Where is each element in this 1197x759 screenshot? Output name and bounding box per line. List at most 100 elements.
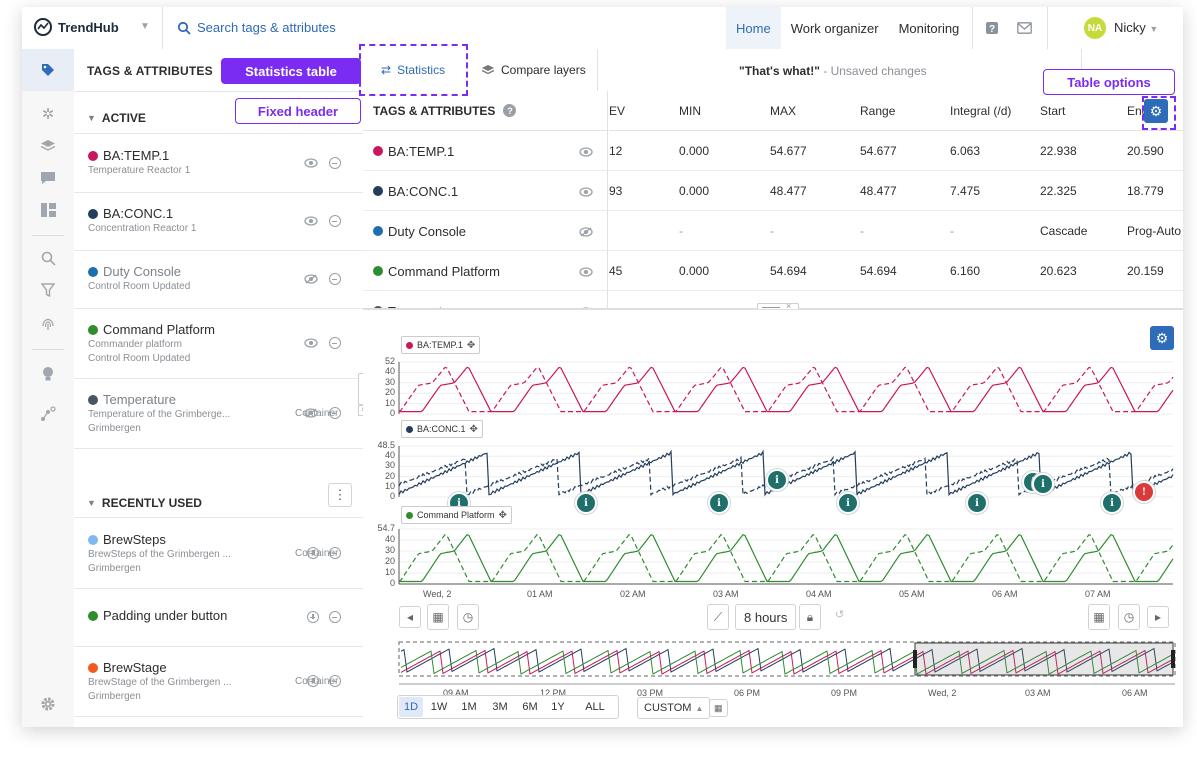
nav-work-organizer[interactable]: Work organizer: [790, 20, 879, 36]
column-header[interactable]: Integral (/d): [940, 91, 1030, 131]
info-annotation-icon[interactable]: i: [575, 492, 597, 514]
eye-off-icon[interactable]: [579, 226, 593, 240]
info-annotation-icon[interactable]: i: [837, 492, 859, 514]
eye-icon[interactable]: [304, 214, 318, 228]
tag-item[interactable]: Command Platform Commander platform Contro…: [74, 308, 363, 379]
remove-tag-icon[interactable]: [328, 610, 342, 624]
lane-chip[interactable]: Command Platform ✥: [401, 506, 512, 524]
pan-left-button[interactable]: ◂: [399, 606, 421, 628]
eye-icon[interactable]: [579, 266, 593, 280]
remove-tag-icon[interactable]: [328, 272, 342, 286]
end-date-button[interactable]: ▦: [1088, 604, 1110, 630]
move-icon[interactable]: ✥: [466, 339, 476, 351]
lane-chip[interactable]: BA:TEMP.1 ✥: [401, 336, 481, 354]
remove-tag-icon[interactable]: [328, 336, 342, 350]
search-icon[interactable]: [35, 245, 61, 271]
move-icon[interactable]: ✥: [469, 423, 478, 435]
tab-compare-layers[interactable]: Compare layers: [481, 49, 586, 91]
eye-icon[interactable]: [579, 146, 593, 160]
workflow-icon[interactable]: [35, 401, 61, 427]
table-row-label[interactable]: BA:CONC.1: [373, 171, 603, 211]
history-icon[interactable]: ↺: [835, 609, 845, 621]
table-row-label[interactable]: Command Platform: [373, 251, 603, 291]
dashboard-icon[interactable]: [35, 197, 61, 223]
search-input[interactable]: Search tags & attributes: [177, 20, 336, 35]
custom-range-button[interactable]: CUSTOM ▲: [637, 697, 711, 719]
range-button-3m[interactable]: 3M: [492, 701, 508, 713]
lightbulb-icon[interactable]: [35, 361, 61, 387]
end-time-button[interactable]: ◷: [1118, 604, 1140, 630]
tag-icon[interactable]: [35, 57, 61, 83]
tab-statistics[interactable]: ⇄ Statistics: [381, 49, 445, 91]
start-time-button[interactable]: ◷: [457, 604, 479, 630]
help-icon[interactable]: ?: [503, 104, 517, 117]
lane-chip[interactable]: BA:CONC.1 ✥: [401, 420, 483, 438]
eye-off-icon[interactable]: [304, 406, 318, 420]
remove-tag-icon[interactable]: [328, 674, 342, 688]
recent-options-button[interactable]: ⋮: [328, 483, 352, 507]
tag-item[interactable]: BA:CONC.1 Concentration Reactor 1: [74, 192, 363, 251]
tag-item[interactable]: Duty Console Control Room Updated: [74, 250, 363, 309]
info-annotation-icon[interactable]: i: [1032, 473, 1054, 495]
remove-tag-icon[interactable]: [328, 156, 342, 170]
eye-icon[interactable]: [304, 336, 318, 350]
add-tag-icon[interactable]: [306, 674, 320, 688]
eye-icon[interactable]: [579, 186, 593, 200]
user-menu[interactable]: Nicky ▼: [1114, 20, 1158, 35]
nav-monitoring[interactable]: Monitoring: [898, 20, 960, 36]
chart-options-button[interactable]: ⚙: [1150, 326, 1174, 350]
info-annotation-icon[interactable]: i: [1101, 492, 1123, 514]
lock-button[interactable]: 🔒︎: [799, 604, 821, 630]
trend-chart-canvas[interactable]: [363, 310, 1183, 727]
mail-icon[interactable]: [1014, 18, 1034, 38]
asterisk-icon[interactable]: ✲: [41, 106, 55, 123]
remove-tag-icon[interactable]: [328, 406, 342, 420]
filter-icon[interactable]: [35, 277, 61, 303]
range-button-6m[interactable]: 6M: [522, 701, 538, 713]
help-icon[interactable]: ?: [982, 18, 1002, 38]
app-logo[interactable]: TrendHub: [34, 18, 119, 36]
fingerprint-icon[interactable]: [35, 311, 61, 337]
gear-icon[interactable]: [35, 691, 61, 717]
tag-item[interactable]: BrewStage BrewStage of the Grimbergen ...…: [74, 646, 363, 717]
table-row-label[interactable]: BA:TEMP.1: [373, 131, 603, 171]
column-header[interactable]: MAX: [760, 91, 850, 131]
nav-home[interactable]: Home: [726, 7, 781, 49]
comment-icon[interactable]: [35, 165, 61, 191]
tag-item[interactable]: BrewSteps BrewSteps of the Grimbergen ...…: [74, 518, 363, 589]
table-row-label[interactable]: Duty Console: [373, 211, 603, 251]
add-tag-icon[interactable]: [306, 546, 320, 560]
avatar[interactable]: NA: [1084, 17, 1106, 39]
eye-off-icon[interactable]: [304, 272, 318, 286]
alert-annotation-icon[interactable]: !: [1133, 481, 1155, 503]
tag-item[interactable]: BA:TEMP.1 Temperature Reactor 1: [74, 134, 363, 193]
add-tag-icon[interactable]: [306, 610, 320, 624]
tag-item[interactable]: Temperature Temperature of the Grimberge.…: [74, 378, 363, 449]
start-date-button[interactable]: ▦: [427, 604, 449, 630]
move-icon[interactable]: ✥: [498, 509, 507, 521]
remove-tag-icon[interactable]: [328, 214, 342, 228]
range-button-all[interactable]: ALL: [585, 701, 605, 713]
close-icon[interactable]: ×: [786, 301, 792, 311]
info-annotation-icon[interactable]: i: [966, 492, 988, 514]
eye-icon[interactable]: [304, 156, 318, 170]
info-annotation-icon[interactable]: i: [708, 492, 730, 514]
chart-type-button[interactable]: ⟋: [707, 604, 729, 630]
column-header[interactable]: MIN: [669, 91, 760, 131]
layers-icon[interactable]: [35, 133, 61, 159]
range-button-1w[interactable]: 1W: [430, 701, 448, 713]
range-button-1y[interactable]: 1Y: [551, 701, 565, 713]
range-button-1d[interactable]: 1D: [399, 697, 423, 717]
column-header[interactable]: Start: [1030, 91, 1117, 131]
app-menu-chevron-icon[interactable]: ▼: [140, 21, 150, 32]
remove-tag-icon[interactable]: [328, 546, 342, 560]
column-header[interactable]: Range: [850, 91, 940, 131]
recent-section-header[interactable]: ▼ RECENTLY USED: [87, 496, 202, 510]
table-row-label[interactable]: Temperature: [373, 291, 603, 309]
table-options-button[interactable]: ⚙: [1144, 99, 1168, 123]
tag-item[interactable]: Padding under button: [74, 588, 363, 647]
pan-right-button[interactable]: ▸: [1147, 606, 1169, 628]
column-header[interactable]: EV: [609, 91, 669, 131]
range-button-1m[interactable]: 1M: [461, 701, 477, 713]
info-annotation-icon[interactable]: i: [766, 469, 788, 491]
